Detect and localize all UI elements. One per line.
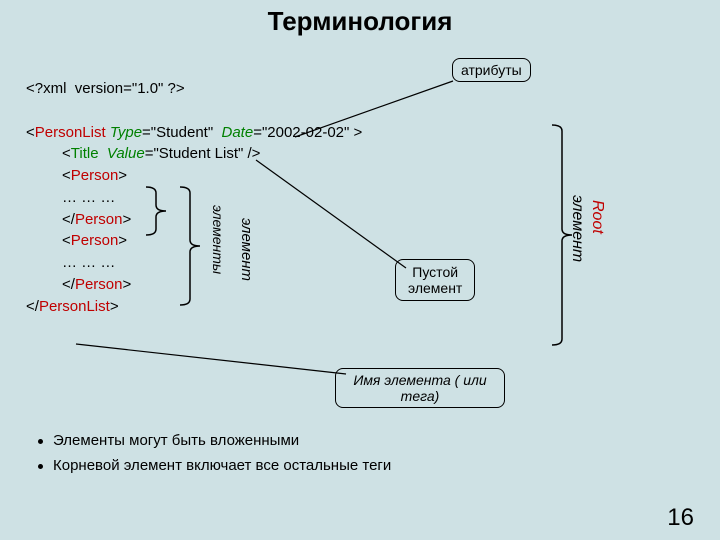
bullet-item: Корневой элемент включает все остальные … — [38, 457, 391, 474]
callout-tag-name-label: Имя элемента ( или тега) — [353, 372, 486, 404]
sp — [99, 145, 107, 162]
bullet-dot-icon — [38, 439, 43, 444]
root-attr-date: Date — [222, 124, 254, 141]
callout-attributes-label: атрибуты — [461, 62, 522, 78]
lt: </ — [62, 211, 75, 228]
gt: > — [122, 276, 131, 293]
lt: </ — [62, 276, 75, 293]
callout-empty-line2: элемент — [408, 280, 462, 296]
label-elementy: элементы — [210, 205, 226, 274]
label-element: элемент — [238, 218, 255, 281]
person-tag-name: Person — [71, 232, 119, 249]
brace-large — [552, 125, 572, 345]
lt: < — [62, 145, 71, 162]
bullet-text: Элементы могут быть вложенными — [53, 432, 299, 449]
lt: < — [62, 167, 71, 184]
gt: > — [118, 167, 127, 184]
bullet-list: Элементы могут быть вложенными Корневой … — [38, 432, 391, 482]
person-tag-name: Person — [71, 167, 119, 184]
root-tag-name: PersonList — [39, 298, 110, 315]
callout-tagname-line — [76, 344, 356, 384]
person-tag-name: Person — [75, 276, 123, 293]
rest: ="Student List" /> — [145, 145, 261, 162]
person-tag-name: Person — [75, 211, 123, 228]
blank-line — [26, 100, 362, 122]
bullet-dot-icon — [38, 464, 43, 469]
page-number: 16 — [667, 504, 694, 532]
brace-medium — [180, 187, 200, 305]
lt: < — [26, 124, 35, 141]
callout-empty-line1: Пустой — [408, 264, 462, 280]
root-attr-type: Type — [110, 124, 142, 141]
lt: </ — [26, 298, 39, 315]
bullet-text: Корневой элемент включает все остальные … — [53, 457, 391, 474]
title-attr-value: Value — [107, 145, 145, 162]
root-open-tag: <PersonList Type="Student" Date="2002-02… — [26, 122, 362, 144]
label-root: Root — [588, 200, 606, 234]
callout-empty-line — [256, 160, 416, 280]
brace-small — [146, 187, 166, 235]
slide: Терминология <?xml version="1.0" ?> <Per… — [0, 0, 720, 540]
xml-declaration: <?xml version="1.0" ?> — [26, 78, 362, 100]
gt: > — [118, 232, 127, 249]
title-tag-name: Title — [71, 145, 99, 162]
eq: ="Student" — [142, 124, 221, 141]
root-tag-name: PersonList — [35, 124, 106, 141]
slide-title: Терминология — [0, 6, 720, 37]
lt: < — [62, 232, 71, 249]
gt: > — [122, 211, 131, 228]
callout-tag-name: Имя элемента ( или тега) — [335, 368, 505, 408]
callout-attributes: атрибуты — [452, 58, 531, 82]
callout-attributes-line — [445, 77, 495, 137]
bullet-item: Элементы могут быть вложенными — [38, 432, 391, 449]
gt: > — [110, 298, 119, 315]
callout-empty-element: Пустой элемент — [395, 259, 475, 301]
xml-decl-text: <?xml version="1.0" ?> — [26, 80, 185, 97]
